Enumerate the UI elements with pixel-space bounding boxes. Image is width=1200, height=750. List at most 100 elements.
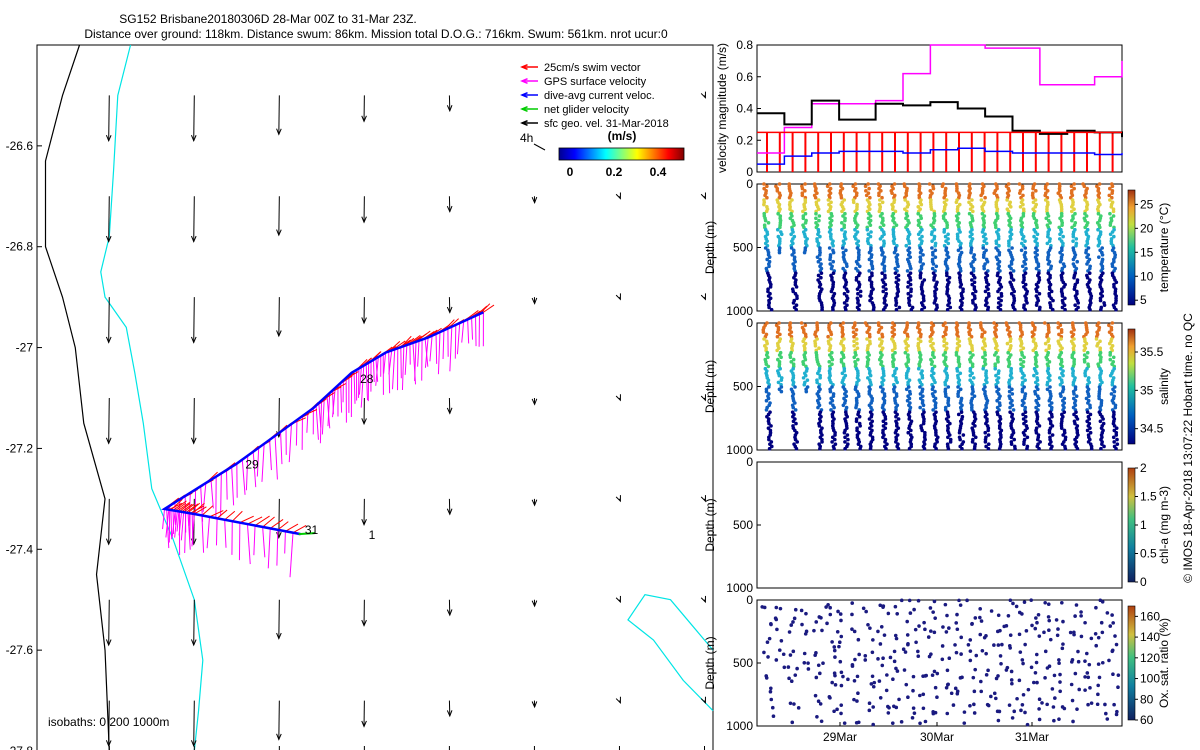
depth-sample-point bbox=[816, 699, 821, 704]
map-y-tick-label: -26.8 bbox=[6, 240, 34, 254]
depth-sample-point bbox=[970, 440, 975, 444]
gps-surface-vector bbox=[327, 392, 331, 427]
depth-sample-point bbox=[972, 275, 977, 280]
depth-sample-point bbox=[826, 198, 831, 202]
depth-sample-point bbox=[842, 721, 847, 725]
depth-sample-point bbox=[930, 246, 934, 250]
depth-sample-point bbox=[984, 673, 989, 677]
velocity-y-tick-label: 0 bbox=[746, 165, 753, 179]
depth-sample-point bbox=[982, 266, 986, 271]
legend-arrow-head bbox=[520, 63, 528, 71]
gps-surface-vector bbox=[289, 532, 294, 578]
depth-sample-point bbox=[842, 225, 847, 230]
depth-sample-point bbox=[882, 269, 887, 273]
colorbar-gradient bbox=[1127, 605, 1136, 721]
depth-sample-point bbox=[1023, 414, 1028, 419]
depth-sample-point bbox=[1017, 182, 1022, 186]
depth-sample-point bbox=[801, 339, 805, 344]
depth-sample-point bbox=[880, 389, 885, 394]
depth-sample-point bbox=[978, 632, 983, 637]
gps-surface-vector bbox=[306, 412, 309, 433]
depth-sample-point bbox=[803, 182, 807, 186]
depth-sample-point bbox=[1111, 435, 1116, 440]
depth-sample-point bbox=[802, 382, 807, 387]
depth-sample-point bbox=[986, 442, 991, 446]
depth-sample-point bbox=[1023, 410, 1028, 414]
depth-sample-point bbox=[1008, 405, 1012, 410]
depth-sample-point bbox=[1037, 424, 1042, 428]
depth-sample-point bbox=[892, 241, 896, 246]
depth-sample-point bbox=[844, 298, 849, 303]
depth-sample-point bbox=[995, 412, 1000, 417]
depth-sample-point bbox=[837, 644, 841, 649]
depth-sample-point bbox=[1098, 298, 1103, 303]
depth-sample-point bbox=[1018, 357, 1023, 362]
depth-sample-point bbox=[793, 408, 798, 412]
depth-sample-point bbox=[841, 214, 845, 218]
depth-sample-point bbox=[1101, 417, 1105, 421]
depth-sample-point bbox=[854, 720, 859, 725]
depth-sample-point bbox=[882, 633, 887, 637]
depth-sample-point bbox=[777, 250, 782, 255]
depth-sample-point bbox=[829, 332, 834, 337]
depth-sample-point bbox=[1072, 207, 1076, 211]
depth-sample-point bbox=[951, 703, 956, 707]
depth-sample-point bbox=[1110, 184, 1115, 189]
depth-sample-point bbox=[896, 278, 901, 282]
depth-sample-point bbox=[775, 330, 780, 334]
depth-sample-point bbox=[1085, 350, 1090, 355]
depth-sample-point bbox=[1013, 307, 1017, 312]
depth-sample-point bbox=[851, 330, 856, 334]
depth-sample-point bbox=[996, 643, 1001, 647]
depth-sample-point bbox=[1056, 325, 1061, 330]
depth-sample-point bbox=[1043, 193, 1047, 198]
depth-sample-point bbox=[969, 250, 973, 255]
depth-sample-point bbox=[997, 253, 1002, 257]
depth-sample-point bbox=[1107, 341, 1112, 346]
depth-sample-point bbox=[890, 191, 894, 195]
swim-vector bbox=[183, 503, 195, 513]
depth-sample-point bbox=[984, 634, 988, 638]
depth-sample-point bbox=[1096, 227, 1100, 232]
depth-sample-point bbox=[947, 626, 951, 630]
depth-sample-point bbox=[985, 380, 989, 385]
depth-sample-point bbox=[933, 389, 937, 394]
sfc-geo-arrow-head bbox=[190, 135, 197, 143]
depth-sample-point bbox=[1035, 364, 1039, 369]
depth-sample-point bbox=[779, 232, 784, 237]
depth-sample-point bbox=[1011, 269, 1016, 273]
depth-sample-point bbox=[789, 339, 793, 344]
depth-sample-point bbox=[946, 255, 951, 259]
depth-sample-point bbox=[908, 392, 913, 396]
depth-sample-point bbox=[800, 622, 804, 627]
depth-sample-point bbox=[1054, 618, 1059, 622]
depth-sample-point bbox=[1047, 239, 1052, 243]
depth-sample-point bbox=[941, 625, 945, 629]
depth-sample-point bbox=[843, 440, 847, 444]
depth-sample-point bbox=[851, 184, 855, 189]
depth-sample-point bbox=[1007, 703, 1012, 707]
swim-vector bbox=[185, 503, 199, 513]
depth-sample-point bbox=[1088, 686, 1092, 690]
depth-sample-point bbox=[1060, 294, 1065, 298]
depth-sample-point bbox=[893, 209, 898, 214]
depth-sample-point bbox=[931, 710, 935, 714]
depth-sample-point bbox=[1111, 209, 1116, 214]
depth-sample-point bbox=[1085, 671, 1090, 675]
depth-sample-point bbox=[865, 337, 869, 341]
swim-vector bbox=[292, 525, 307, 534]
depth-sample-point bbox=[868, 433, 873, 437]
depth-sample-point bbox=[933, 248, 938, 253]
gps-surface-vector bbox=[340, 382, 343, 413]
depth-sample-point bbox=[1017, 191, 1022, 195]
gps-surface-vector bbox=[315, 405, 319, 440]
depth-sample-point bbox=[958, 387, 963, 392]
depth-sample-point bbox=[839, 634, 844, 639]
depth-panel-temp: 0 500 1000 Depth (m) 5 10 15 20 25 temperature (°… bbox=[703, 177, 1171, 318]
depth-sample-point bbox=[1111, 355, 1116, 360]
depth-sample-point bbox=[971, 301, 975, 305]
depth-sample-point bbox=[1046, 602, 1051, 607]
depth-sample-point bbox=[1018, 650, 1023, 654]
depth-sample-point bbox=[1021, 412, 1025, 417]
depth-sample-point bbox=[816, 207, 821, 211]
